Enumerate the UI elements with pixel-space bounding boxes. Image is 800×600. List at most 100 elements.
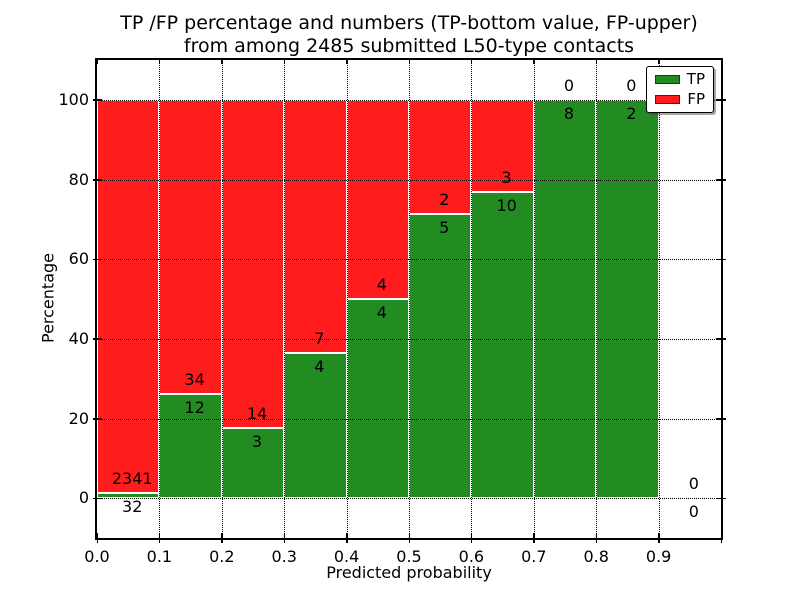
tp-count-label: 12 [184,398,205,418]
fp-count-label: 7 [314,329,325,349]
chart-title: TP /FP percentage and numbers (TP-bottom… [95,12,723,58]
fp-bar-segment [97,99,160,493]
y-tick-mark-right [716,497,726,500]
fp-count-label: 0 [563,75,575,95]
fp-bar-segment [221,99,285,428]
x-tick-label: 0.2 [209,547,235,566]
x-axis-label: Predicted probability [326,563,492,582]
x-tick-mark-top [408,58,410,64]
legend-label: FP [687,89,705,108]
x-tick-mark [346,533,348,543]
x-gridline [533,60,535,538]
x-tick-mark-top [221,58,223,64]
tp-bar-segment [97,492,160,499]
x-tick-mark [595,533,598,543]
x-tick-label: 0.3 [271,547,297,566]
fp-count-label: 4 [376,275,387,294]
y-gridline [97,498,721,500]
x-tick-mark-top [158,58,161,64]
x-gridline [346,60,348,538]
tp-count-label: 0 [688,502,699,522]
tp-bar-segment [533,99,597,499]
x-tick-mark [720,533,722,543]
fp-count-label: 0 [688,474,699,494]
x-tick-mark-top [595,58,598,64]
x-tick-mark-top [283,58,286,64]
x-tick-label: 0.9 [645,547,672,566]
tp-count-label: 5 [439,217,450,237]
y-gridline [97,418,721,420]
y-tick-label: 20 [68,408,89,428]
x-tick-mark [533,533,535,543]
y-tick-label: 0 [78,488,89,508]
y-tick-mark [93,179,102,181]
x-tick-label: 0.4 [333,547,360,566]
tp-count-label: 32 [122,496,143,516]
legend-entry-tp: TP [655,71,705,88]
y-tick-mark-right [716,258,726,261]
legend: TP FP [646,66,714,113]
chart-title-line1: TP /FP percentage and numbers (TP-bottom… [120,12,698,34]
x-gridline [284,60,286,538]
fp-bar-segment [346,99,409,299]
y-tick-mark-right [716,179,726,181]
tp-bar-segment [596,99,659,499]
x-gridline [596,60,598,538]
y-tick-mark [93,258,102,261]
tp-count-label: 10 [496,195,517,215]
fp-count-label: 34 [184,370,205,390]
y-tick-mark-right [716,338,726,340]
x-tick-mark-top [533,58,535,64]
tp-count-label: 3 [251,431,263,451]
legend-label: TP [686,70,705,89]
tp-count-label: 4 [376,303,387,322]
y-tick-mark-right [716,99,726,101]
x-gridline [471,60,473,538]
x-tick-mark [408,533,410,543]
y-tick-label: 60 [68,249,89,269]
tp-bar-segment [346,299,409,499]
fp-count-label: 2 [439,189,450,209]
x-tick-label: 0.8 [583,547,609,566]
x-gridline [159,60,161,538]
x-tick-mark [658,533,660,543]
x-tick-mark-top [346,58,348,64]
x-tick-mark [96,533,98,543]
fp-count-label: 14 [246,403,268,423]
y-tick-mark [93,99,102,101]
x-tick-mark-top [96,58,98,64]
y-tick-mark [93,338,102,340]
fp-count-label: 2341 [111,468,153,488]
x-tick-mark [470,533,473,543]
x-tick-mark [283,533,286,543]
x-tick-label: 0.0 [84,547,110,566]
x-tick-label: 0.5 [396,547,422,566]
fp-count-label: 3 [501,167,512,187]
fp-bar-segment [284,99,347,354]
x-tick-mark-top [720,58,722,64]
y-tick-label: 80 [68,169,89,189]
y-tick-mark [93,497,102,500]
tp-count-label: 2 [626,103,637,123]
y-gridline [97,259,721,261]
x-tick-label: 0.1 [146,547,173,566]
chart-title-line2: from among 2485 submitted L50-type conta… [183,35,635,57]
x-tick-label: 0.7 [521,547,547,566]
x-gridline [409,60,410,538]
y-tick-label: 100 [58,89,89,109]
x-tick-mark-top [470,58,473,64]
fp-legend-swatch [655,94,680,104]
fp-count-label: 0 [626,75,637,95]
plot-area: 2341 32 34 12 14 3 7 4 4 4 2 5 3 10 0 8 0 2 0 0 0.0 0.1 0.2 0.3… [58,58,726,566]
tp-bar-segment [284,353,347,499]
y-gridline [97,338,721,340]
x-tick-label: 0.6 [458,547,485,566]
x-tick-mark [158,533,161,543]
tp-bar-segment [159,394,222,499]
x-gridline [221,60,223,538]
y-gridline [97,99,721,101]
fp-bar-segment [159,99,222,395]
y-tick-label: 40 [68,328,89,348]
y-tick-mark [93,418,102,420]
